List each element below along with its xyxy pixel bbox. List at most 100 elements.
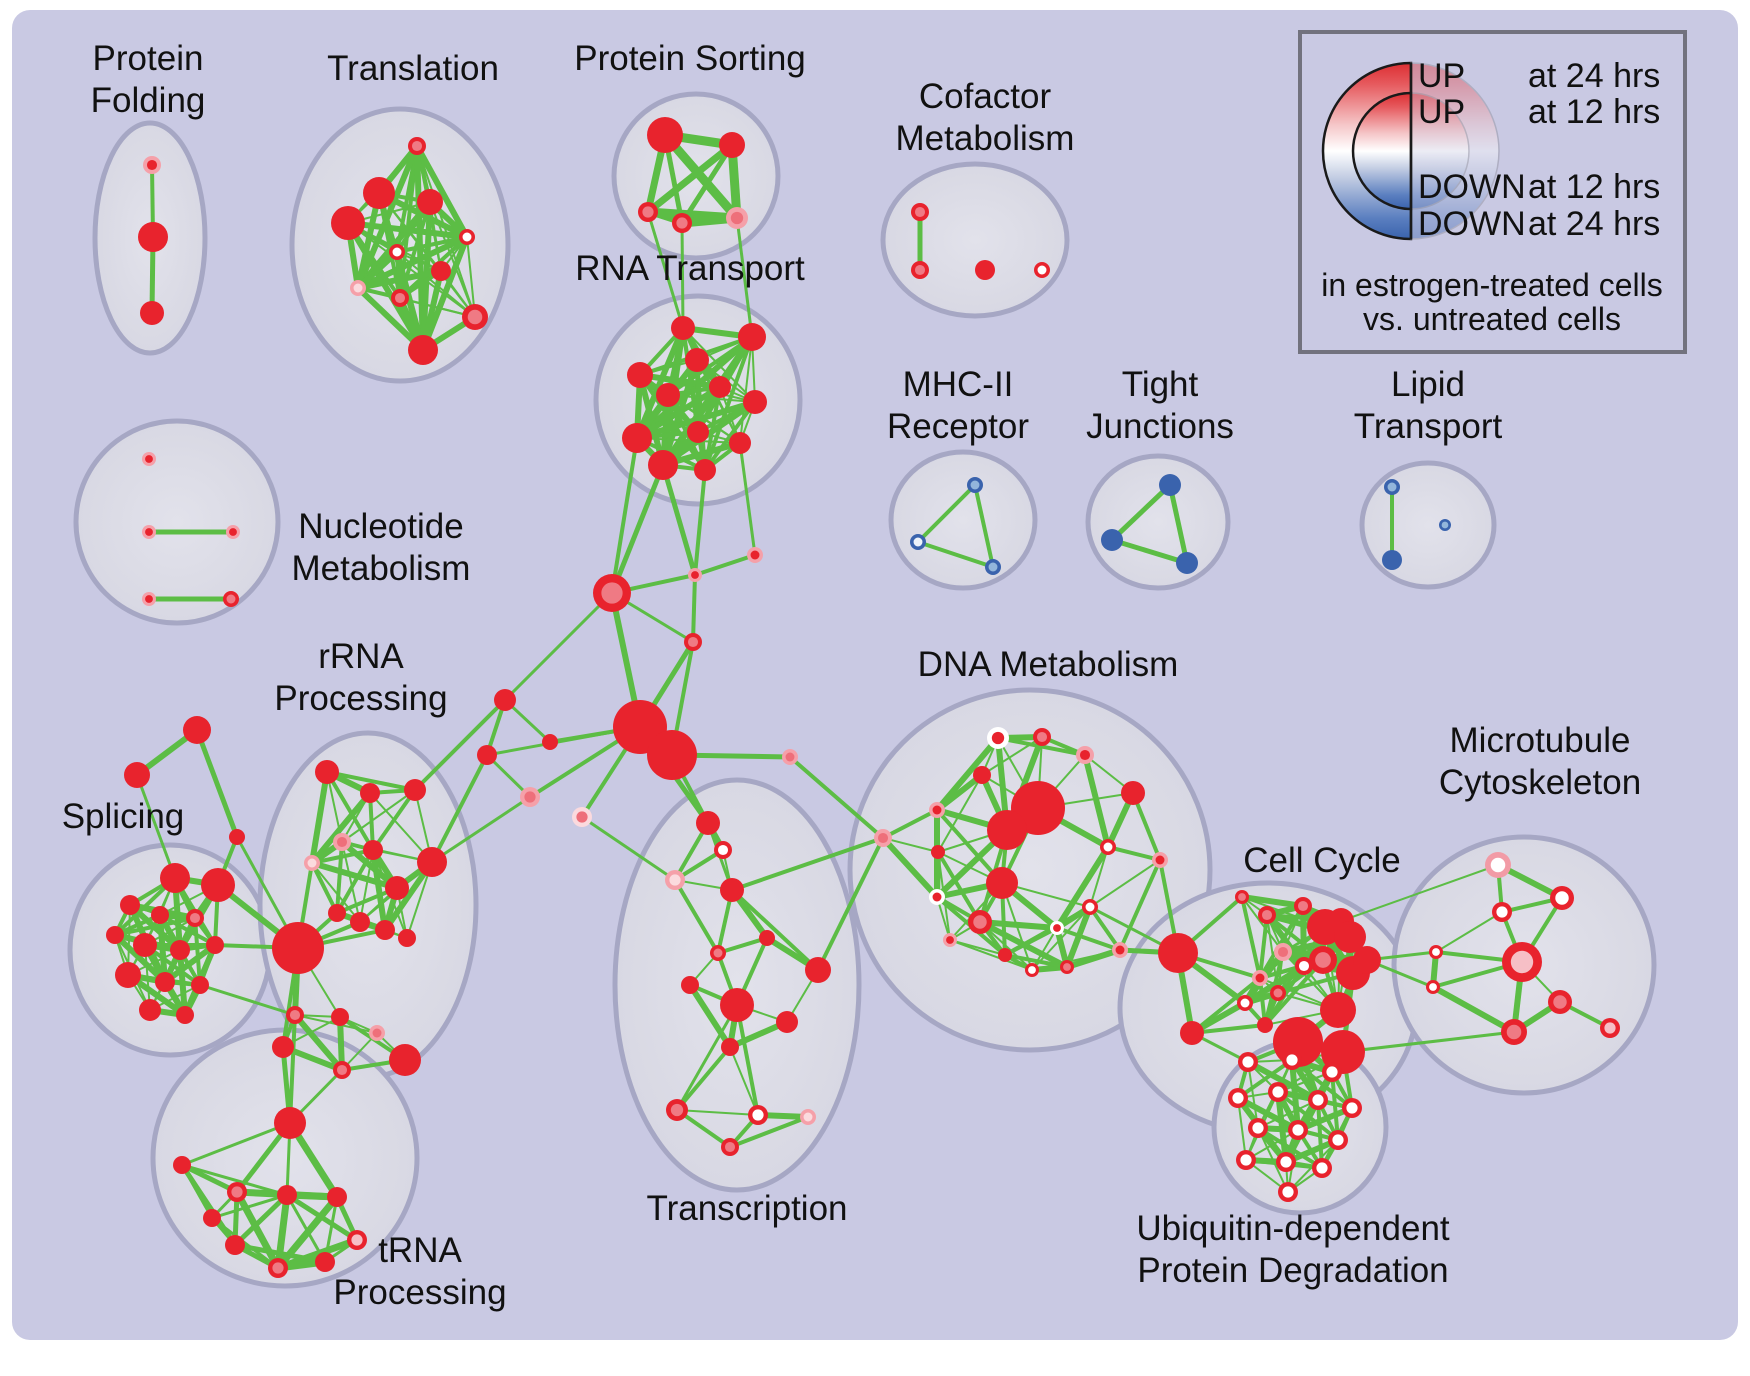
node-rna_transport-9[interactable]: [729, 432, 751, 454]
node-cellcycle-2[interactable]: [1235, 890, 1249, 904]
node-transcription-14[interactable]: [721, 1138, 739, 1156]
node-translation-0[interactable]: [408, 137, 426, 155]
node-translation-10[interactable]: [408, 335, 438, 365]
node-dna-10[interactable]: [1100, 839, 1116, 855]
node-cellcycle-4[interactable]: [1294, 897, 1312, 915]
node-rrna-8[interactable]: [328, 904, 346, 922]
node-rrna-15[interactable]: [331, 1008, 349, 1026]
node-microtubule-3[interactable]: [1429, 945, 1443, 959]
node-nucleotide-2[interactable]: [226, 525, 240, 539]
node-trna-8[interactable]: [225, 1235, 245, 1255]
node-splicing-8[interactable]: [206, 936, 224, 954]
node-microtubule-4[interactable]: [1426, 980, 1440, 994]
node-transcription-4[interactable]: [759, 930, 775, 946]
node-translation-3[interactable]: [331, 206, 365, 240]
node-cellcycle-7[interactable]: [1295, 957, 1313, 975]
node-cellcycle-11[interactable]: [1257, 1017, 1273, 1033]
node-trna-4[interactable]: [327, 1187, 347, 1207]
node-hub-6[interactable]: [542, 734, 558, 750]
node-rrna-9[interactable]: [350, 912, 370, 932]
node-translation-8[interactable]: [391, 289, 409, 307]
node-transcription-0[interactable]: [696, 811, 720, 835]
node-ubiquitin-8[interactable]: [1342, 1098, 1362, 1118]
node-dna-21[interactable]: [943, 933, 957, 947]
node-dna-11[interactable]: [1152, 852, 1168, 868]
node-rna_transport-3[interactable]: [685, 348, 709, 372]
node-trna-3[interactable]: [277, 1185, 297, 1205]
node-splice_bridge-1[interactable]: [124, 762, 150, 788]
node-transcription-8[interactable]: [720, 988, 754, 1022]
node-dna-20[interactable]: [998, 948, 1012, 962]
node-microtubule-6[interactable]: [1548, 990, 1572, 1014]
node-transcription-10[interactable]: [721, 1038, 739, 1056]
node-protein_folding-0[interactable]: [143, 156, 161, 174]
node-protein_sorting-2[interactable]: [638, 202, 658, 222]
node-ubiquitin-3[interactable]: [1282, 1050, 1302, 1070]
node-mhc2-2[interactable]: [985, 559, 1001, 575]
node-hub-9[interactable]: [477, 745, 497, 765]
node-cellcycle-17[interactable]: [1309, 946, 1337, 974]
node-splice_bridge-0[interactable]: [183, 716, 211, 744]
node-protein_sorting-0[interactable]: [647, 117, 683, 153]
node-microtubule-2[interactable]: [1492, 902, 1512, 922]
node-rrna-16[interactable]: [333, 1061, 351, 1079]
node-ubiquitin-15[interactable]: [1278, 1182, 1298, 1202]
node-transcription-11[interactable]: [666, 1099, 688, 1121]
node-rrna-11[interactable]: [272, 922, 324, 974]
node-hub-8[interactable]: [494, 689, 516, 711]
node-dna-1[interactable]: [1033, 728, 1051, 746]
node-cellcycle-3[interactable]: [1258, 906, 1276, 924]
node-rna_transport-7[interactable]: [622, 423, 652, 453]
node-translation-6[interactable]: [431, 261, 451, 281]
node-cellcycle-1[interactable]: [1180, 1021, 1204, 1045]
node-splicing-13[interactable]: [176, 1006, 194, 1024]
node-rna_transport-6[interactable]: [743, 390, 767, 414]
node-splicing-2[interactable]: [120, 895, 140, 915]
node-dna-0[interactable]: [987, 727, 1009, 749]
node-cellcycle-8[interactable]: [1252, 970, 1268, 986]
node-cellcycle-12[interactable]: [1307, 909, 1343, 945]
node-protein_sorting-1[interactable]: [719, 132, 745, 158]
node-protein_folding-1[interactable]: [138, 222, 168, 252]
node-lipid_transport-0[interactable]: [1384, 479, 1400, 495]
node-rna_transport-2[interactable]: [627, 362, 653, 388]
node-ubiquitin-2[interactable]: [1238, 1052, 1258, 1072]
node-dna-5[interactable]: [874, 829, 892, 847]
node-hub-10[interactable]: [520, 787, 540, 807]
node-cellcycle-15[interactable]: [1320, 992, 1356, 1028]
node-splicing-4[interactable]: [186, 909, 204, 927]
node-splicing-0[interactable]: [160, 863, 190, 893]
node-transcription-1[interactable]: [714, 841, 732, 859]
node-rrna-5[interactable]: [363, 840, 383, 860]
node-rrna-10[interactable]: [375, 920, 395, 940]
node-ubiquitin-7[interactable]: [1308, 1090, 1328, 1110]
node-rrna-2[interactable]: [404, 779, 426, 801]
node-protein_sorting-4[interactable]: [726, 207, 748, 229]
node-rna_transport-0[interactable]: [671, 316, 695, 340]
node-hub-4[interactable]: [747, 547, 763, 563]
node-splicing-10[interactable]: [155, 972, 175, 992]
node-ubiquitin-10[interactable]: [1288, 1120, 1308, 1140]
node-dna-15[interactable]: [1082, 899, 1098, 915]
node-transcription-12[interactable]: [748, 1105, 768, 1125]
node-dna-4[interactable]: [929, 802, 945, 818]
node-rna_transport-4[interactable]: [709, 376, 731, 398]
node-transcription-9[interactable]: [776, 1011, 798, 1033]
node-rrna-7[interactable]: [385, 876, 409, 900]
node-trna-7[interactable]: [268, 1258, 288, 1278]
node-splicing-1[interactable]: [201, 868, 235, 902]
node-rna_transport-11[interactable]: [694, 459, 716, 481]
node-ubiquitin-12[interactable]: [1236, 1150, 1256, 1170]
node-cofactor-0[interactable]: [911, 203, 929, 221]
node-hub-7[interactable]: [572, 807, 592, 827]
node-rrna-17[interactable]: [389, 1044, 421, 1076]
node-trna-9[interactable]: [203, 1209, 221, 1227]
node-cellcycle-10[interactable]: [1237, 995, 1253, 1011]
node-rna_transport-5[interactable]: [656, 383, 680, 407]
node-ubiquitin-13[interactable]: [1276, 1152, 1296, 1172]
node-mhc2-1[interactable]: [910, 534, 926, 550]
node-rrna-3[interactable]: [333, 833, 351, 851]
node-ubiquitin-14[interactable]: [1312, 1158, 1332, 1178]
node-microtubule-7[interactable]: [1501, 1019, 1527, 1045]
node-tight_junctions-1[interactable]: [1101, 529, 1123, 551]
